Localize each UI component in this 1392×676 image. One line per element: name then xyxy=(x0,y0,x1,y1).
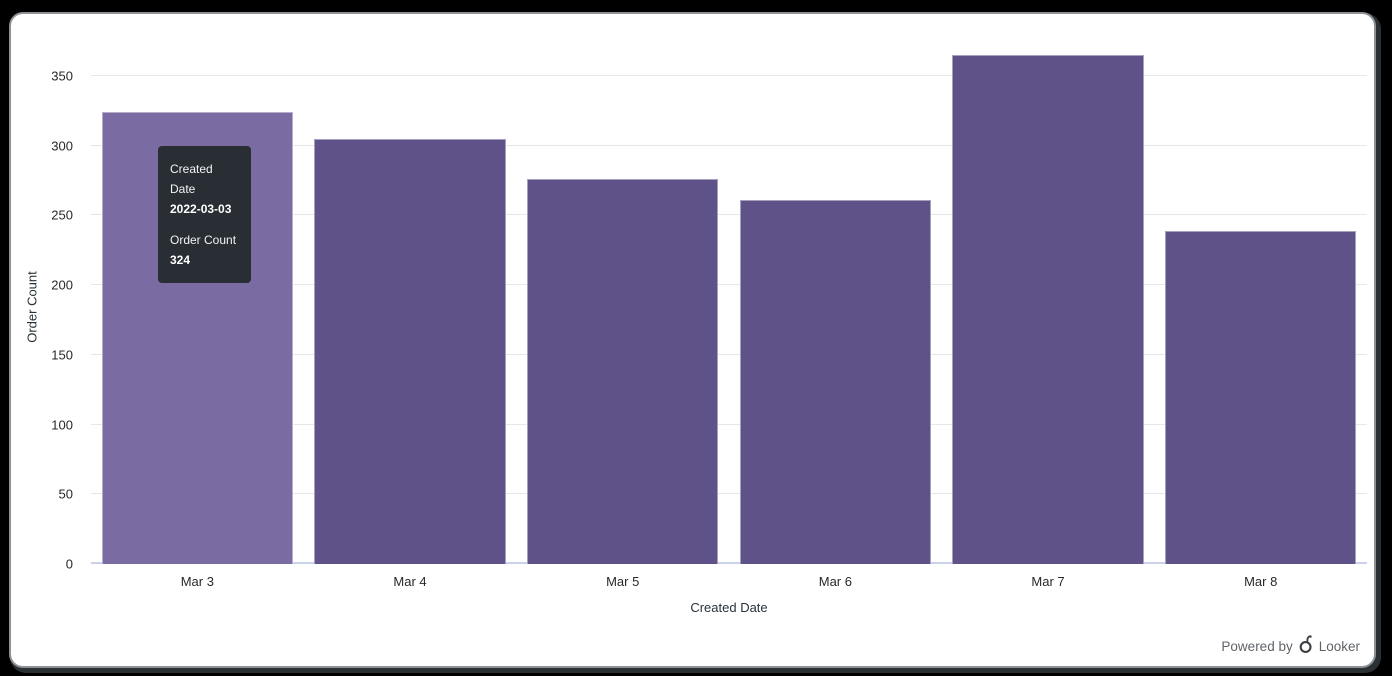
x-tick-label: Mar 7 xyxy=(1031,574,1065,589)
tooltip-spacer xyxy=(170,219,239,230)
gridline xyxy=(91,284,1367,286)
x-axis-labels: Mar 3 Mar 4 Mar 5 Mar 6 Mar 7 Mar 8 xyxy=(91,574,1367,594)
y-tick-label: 300 xyxy=(51,138,73,154)
powered-by-text: Powered by xyxy=(1221,638,1293,654)
powered-by-looker[interactable]: Powered by Looker xyxy=(1221,635,1360,657)
x-tick-label: Mar 8 xyxy=(1244,574,1278,589)
gridline xyxy=(91,493,1367,495)
y-tick-label: 50 xyxy=(58,486,73,502)
x-tick-label: Mar 4 xyxy=(393,574,427,589)
tooltip-dimension-label: Created Date xyxy=(170,162,213,196)
gridline xyxy=(91,423,1367,425)
chart-tooltip: Created Date 2022-03-03 Order Count 324 xyxy=(158,146,251,283)
y-tick-label: 250 xyxy=(51,207,73,223)
x-tick-label: Mar 5 xyxy=(606,574,640,589)
tooltip-measure-value: 324 xyxy=(170,253,191,267)
bar-mar-5[interactable] xyxy=(526,179,719,564)
y-tick-label: 350 xyxy=(51,68,73,84)
looker-brand-text: Looker xyxy=(1318,638,1360,654)
tooltip-measure-label: Order Count xyxy=(170,233,237,247)
plot-area xyxy=(91,48,1367,564)
gridline xyxy=(91,214,1367,216)
gridline xyxy=(91,353,1367,355)
y-tick-label: 0 xyxy=(65,556,73,572)
x-tick-label: Mar 6 xyxy=(818,574,852,589)
bar-mar-7[interactable] xyxy=(952,54,1144,564)
tooltip-dimension-value: 2022-03-03 xyxy=(170,202,232,216)
x-axis-title: Created Date xyxy=(690,600,768,615)
y-axis-labels: 0 50 100 150 200 250 300 350 xyxy=(11,48,73,570)
y-tick-label: 200 xyxy=(51,277,73,293)
gridline xyxy=(91,144,1367,146)
x-axis-baseline xyxy=(91,562,1367,564)
bar-mar-6[interactable] xyxy=(739,200,932,564)
bar-mar-8[interactable] xyxy=(1164,230,1357,564)
gridline xyxy=(91,74,1367,76)
y-tick-label: 100 xyxy=(51,417,73,433)
looker-logo-icon xyxy=(1298,635,1314,657)
y-tick-label: 150 xyxy=(51,347,73,363)
x-tick-label: Mar 3 xyxy=(180,574,214,589)
bar-mar-4[interactable] xyxy=(314,138,506,564)
